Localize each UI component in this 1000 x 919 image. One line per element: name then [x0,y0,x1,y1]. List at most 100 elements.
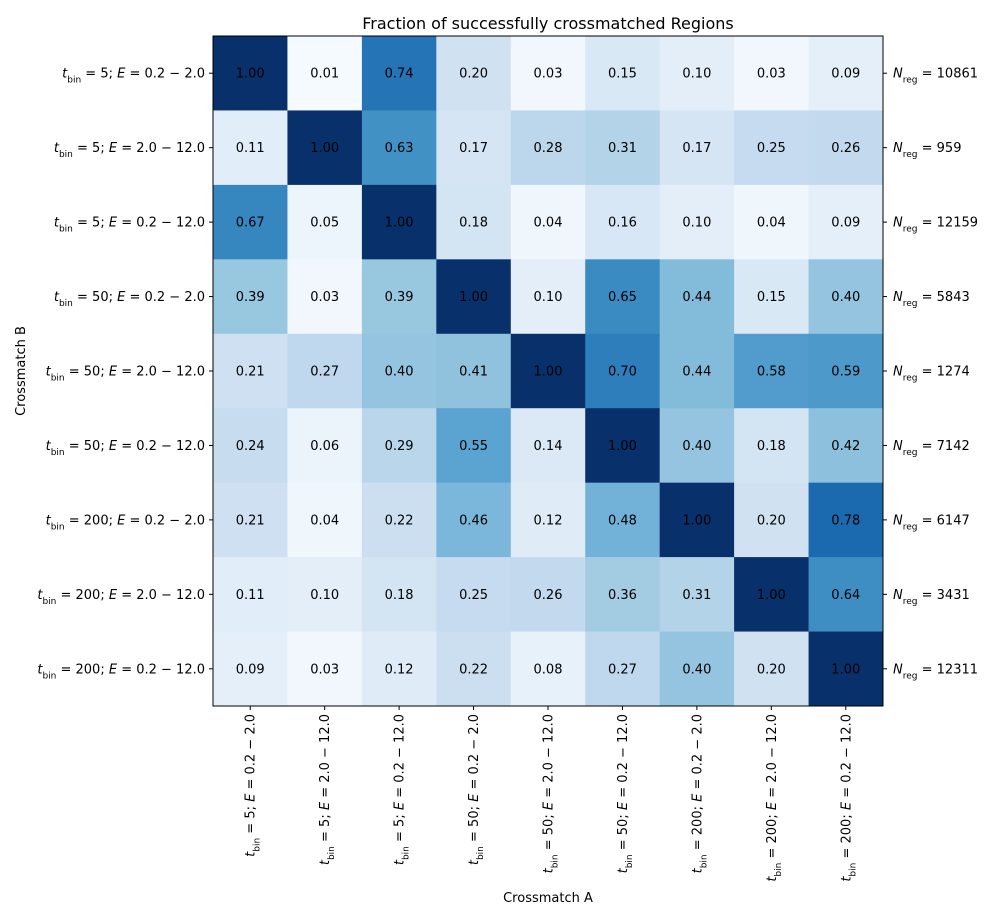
heatmap-cell [659,184,735,260]
cell-value-label: 0.40 [682,439,711,454]
heatmap-cell [287,482,363,558]
heatmap-cell [585,36,661,111]
heatmap-cell [585,110,661,186]
cell-value-label: 1.00 [459,290,488,305]
y-tick-label: tbin = 50; E = 2.0 − 12.0 [46,365,205,384]
cell-value-label: 0.27 [310,365,339,380]
cell-value-label: 0.36 [608,588,637,603]
cell-value-label: 0.11 [236,588,265,603]
heatmap-cell [510,408,586,484]
heatmap-cell [287,36,363,111]
y-tick-label: tbin = 200; E = 0.2 − 12.0 [37,662,205,681]
heatmap-cell [585,482,661,558]
cell-value-label: 0.39 [385,290,414,305]
cell-value-label: 0.44 [682,365,711,380]
y-tick-label: tbin = 200; E = 2.0 − 12.0 [37,588,205,607]
heatmap-cell [213,184,288,260]
x-tick-label: tbin = 200; E = 0.2 − 12.0 [839,714,858,882]
cell-value-label: 0.28 [534,141,563,156]
heatmap-cell [734,110,810,186]
heatmap-cell [659,557,735,633]
heatmap-cell [808,184,884,260]
cell-value-label: 0.31 [608,141,637,156]
cell-value-label: 0.22 [385,513,414,528]
cell-value-label: 0.63 [385,141,414,156]
cell-value-label: 0.09 [236,662,265,677]
cell-value-label: 0.40 [831,290,860,305]
heatmap-cell [287,333,363,409]
heatmap-cell [361,333,437,409]
cell-value-label: 0.42 [831,439,860,454]
heatmap-cell [361,408,437,484]
heatmap-cell [808,482,884,558]
heatmap-cell [808,333,884,409]
heatmap-cell [213,333,288,409]
heatmap-cell [659,631,735,707]
cell-value-label: 0.48 [608,513,637,528]
cell-value-label: 1.00 [682,513,711,528]
cell-value-label: 0.27 [608,662,637,677]
x-tick-label: tbin = 50; E = 2.0 − 12.0 [542,714,561,873]
row-count-label: Nreg = 5843 [893,290,970,309]
heatmap-cell [808,36,884,111]
cell-value-label: 0.09 [831,67,860,82]
heatmap-cell [213,482,288,558]
heatmap-cell [659,110,735,186]
cell-value-label: 0.17 [682,141,711,156]
y-tick-label: tbin = 50; E = 0.2 − 2.0 [54,290,205,309]
cell-value-label: 0.40 [385,365,414,380]
row-count-label: Nreg = 12159 [893,216,978,235]
cell-value-label: 0.25 [757,141,786,156]
heatmap-cell [808,259,884,335]
row-count-label: Nreg = 6147 [893,513,970,532]
heatmap-cell [585,557,661,633]
chart-title: Fraction of successfully crossmatched Re… [362,14,734,33]
heatmap-cell [436,110,512,186]
row-count-label: Nreg = 3431 [893,588,970,607]
heatmap-cells: 1.00 0.01 0.74 0.20 0.03 0.15 0.10 0.03 0.09 0.11… [213,36,884,707]
row-count-label: Nreg = 12311 [893,662,978,681]
heatmap-cell [585,184,661,260]
x-axis-label: Crossmatch A [503,891,593,906]
cell-value-label: 0.59 [831,365,860,380]
heatmap-cell [361,184,437,260]
cell-value-label: 0.05 [310,216,339,231]
heatmap-cell [734,259,810,335]
cell-value-label: 0.01 [310,67,339,82]
heatmap-cell [213,36,288,111]
cell-value-label: 0.39 [236,290,265,305]
heatmap-cell [213,408,288,484]
cell-value-label: 0.06 [310,439,339,454]
heatmap-cell [585,259,661,335]
heatmap-cell [659,259,735,335]
x-tick-label: tbin = 5; E = 2.0 − 12.0 [318,714,337,865]
y-tick-label: tbin = 5; E = 0.2 − 12.0 [54,216,205,235]
heatmap-cell [436,259,512,335]
cell-value-label: 0.18 [757,439,786,454]
cell-value-label: 1.00 [310,141,339,156]
heatmap-cell [659,408,735,484]
heatmap-cell [213,259,288,335]
heatmap-cell [213,631,288,707]
x-tick-label: tbin = 5; E = 0.2 − 12.0 [393,714,412,865]
heatmap-cell [659,333,735,409]
cell-value-label: 0.16 [608,216,637,231]
x-tick-label: tbin = 5; E = 0.2 − 2.0 [244,714,263,857]
cell-value-label: 0.70 [608,365,637,380]
heatmap-cell [585,631,661,707]
cell-value-label: 0.04 [534,216,563,231]
cell-value-label: 0.74 [385,67,414,82]
heatmap-cell [287,557,363,633]
heatmap-cell [213,110,288,186]
cell-value-label: 0.65 [608,290,637,305]
y-axis-ticks: tbin = 5; E = 0.2 − 2.0 tbin = 5; E = 2.0… [37,67,213,681]
cell-value-label: 0.03 [757,67,786,82]
cell-value-label: 0.58 [757,365,786,380]
y-tick-label: tbin = 5; E = 2.0 − 12.0 [54,141,205,160]
y-axis-label: Crossmatch B [14,326,29,416]
cell-value-label: 0.09 [831,216,860,231]
heatmap-cell [734,557,810,633]
cell-value-label: 0.46 [459,513,488,528]
heatmap-cell [436,408,512,484]
